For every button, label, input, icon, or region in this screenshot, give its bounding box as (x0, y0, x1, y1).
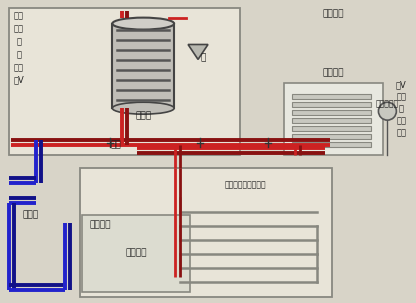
Text: 风机盘管: 风机盘管 (323, 68, 344, 77)
Bar (292, 95, 371, 99)
Text: 泵: 泵 (399, 105, 404, 114)
Text: 热水器: 热水器 (135, 111, 151, 120)
Bar (80, 168, 332, 297)
Text: 热泵机组: 热泵机组 (126, 248, 147, 257)
Text: 统V: 统V (13, 76, 24, 85)
Text: 室内温控器: 室内温控器 (376, 99, 399, 108)
Polygon shape (188, 45, 208, 59)
Text: 龙入: 龙入 (396, 128, 406, 138)
Text: 置可: 置可 (396, 117, 406, 126)
Text: 生入: 生入 (14, 11, 24, 20)
Text: 保温热辐射供热采暖: 保温热辐射供热采暖 (225, 180, 267, 189)
Ellipse shape (112, 18, 174, 30)
Text: 系统: 系统 (396, 93, 406, 102)
Text: 水: 水 (16, 50, 21, 59)
Text: 系题: 系题 (14, 63, 24, 72)
Text: 集分水器: 集分水器 (89, 220, 111, 229)
Circle shape (379, 102, 396, 120)
Text: 热: 热 (16, 37, 21, 46)
Bar (9, 8, 240, 155)
Bar (112, 24, 174, 108)
Bar (82, 215, 190, 292)
Text: 去地下: 去地下 (22, 210, 39, 219)
Text: 风机盘管: 风机盘管 (323, 10, 344, 18)
Bar (284, 83, 384, 155)
Bar (292, 110, 371, 115)
Bar (292, 142, 371, 147)
Text: 阀门: 阀门 (110, 141, 121, 149)
Text: 溶: 溶 (201, 53, 206, 62)
Bar (292, 134, 371, 139)
Bar (292, 118, 371, 123)
Bar (292, 126, 371, 131)
Text: 供V: 供V (396, 81, 407, 90)
Ellipse shape (112, 102, 174, 114)
Bar (292, 102, 371, 107)
Text: 活可: 活可 (14, 24, 24, 33)
